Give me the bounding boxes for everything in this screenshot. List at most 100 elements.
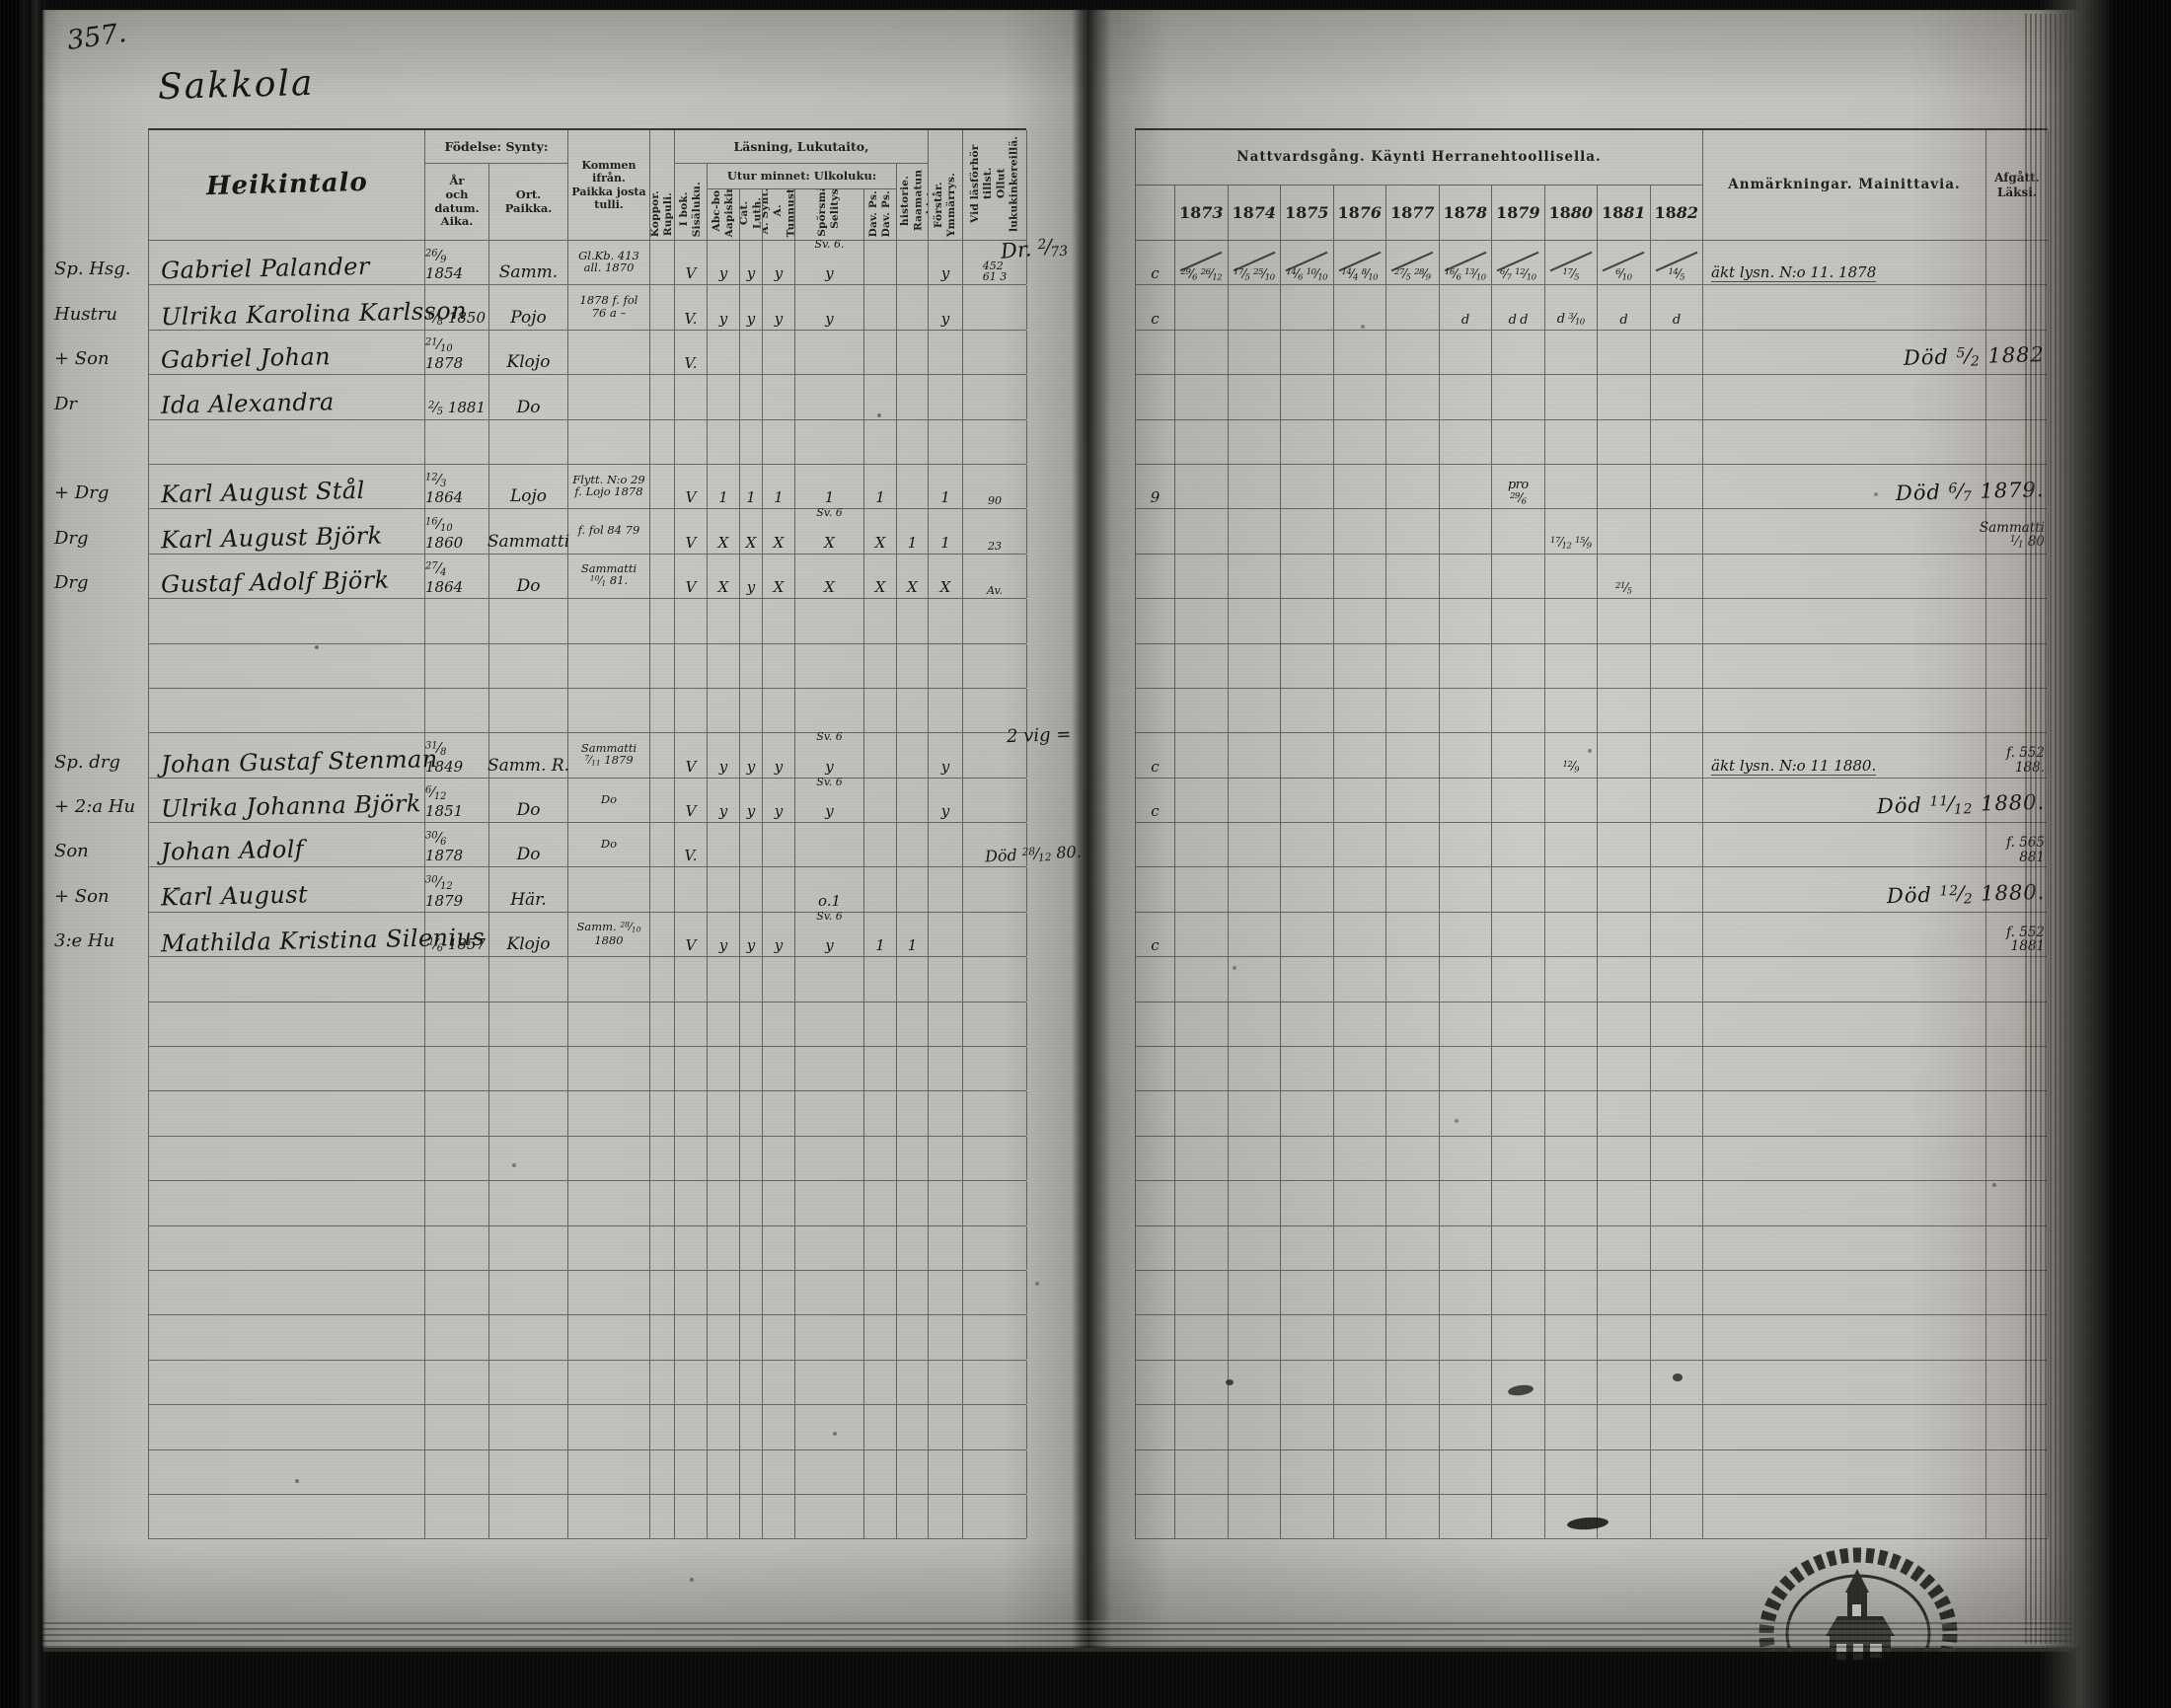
remarks-cell — [1703, 1091, 1986, 1136]
birth-date-cell: 21⁄10 1878 — [425, 330, 489, 375]
forst-mark-cell — [929, 330, 963, 375]
asynt-mark-cell — [763, 1270, 795, 1315]
communion-year-cell-1876 — [1334, 1270, 1386, 1315]
communion-year-cell-1873 — [1175, 599, 1229, 643]
ibok-mark-cell: V — [675, 509, 708, 554]
table-row — [1135, 643, 2049, 689]
spors-mark-cell: y — [795, 285, 864, 330]
communion-year-cell-1880 — [1545, 912, 1598, 957]
table-row — [148, 419, 1027, 465]
communion-year-cell-1877 — [1386, 1405, 1440, 1449]
communion-mark-cell: 9 — [1136, 464, 1175, 509]
abc-mark-cell: y — [708, 778, 740, 823]
abc-mark-cell — [708, 643, 740, 688]
asynt-mark-cell — [763, 1091, 795, 1136]
forst-mark-cell — [929, 823, 963, 867]
communion-year-cell-1875 — [1281, 1136, 1334, 1181]
davps-mark-cell — [864, 867, 897, 912]
communion-year-cell-1877 — [1386, 912, 1440, 957]
smallpox-cell — [650, 419, 675, 464]
table-row — [148, 1315, 1027, 1361]
communion-year-cell-1876: 14⁄4 8⁄10 — [1334, 241, 1386, 285]
luth-mark-cell: y — [740, 778, 763, 823]
remarks-cell — [1703, 1002, 1986, 1047]
communion-year-cell-1880 — [1545, 1047, 1598, 1091]
year-header-1873: 18 73 — [1175, 186, 1229, 241]
asynt-mark-cell — [763, 957, 795, 1002]
name-cell — [149, 688, 425, 733]
communion-year-cell-1882 — [1651, 778, 1703, 823]
communion-year-cell-1880 — [1545, 554, 1598, 599]
luth-mark-cell — [740, 1136, 763, 1181]
communion-year-cell-1879 — [1492, 1136, 1545, 1181]
communion-year-cell-1876 — [1334, 1002, 1386, 1047]
communion-year-cell-1879 — [1492, 1494, 1545, 1539]
communion-year-cell-1878 — [1440, 867, 1492, 912]
davps-mark-cell — [864, 1002, 897, 1047]
abc-mark-cell — [708, 1047, 740, 1091]
birth-place-cell — [489, 419, 568, 464]
communion-year-cell-1879 — [1492, 330, 1545, 375]
communion-year-cell-1873 — [1175, 330, 1229, 375]
communion-year-cell-1879 — [1492, 688, 1545, 733]
name-cell: Gabriel Johan — [149, 330, 425, 375]
book-spread-paper — [36, 10, 2086, 1648]
come-from-cell — [568, 1449, 650, 1494]
communion-year-cell-1879 — [1492, 957, 1545, 1002]
spors-mark-cell — [795, 375, 864, 419]
birth-date-cell: 2⁄5 1881 — [425, 375, 489, 419]
birth-place-cell — [489, 1405, 568, 1449]
communion-year-cell-1881 — [1598, 419, 1651, 464]
table-row: + Son Karl August 30⁄12 1879 Här. o.1 — [54, 867, 1027, 913]
forst-mark-cell: y — [929, 733, 963, 778]
come-from-cell: Do — [568, 823, 650, 867]
smallpox-cell — [650, 1181, 675, 1225]
communion-mark-column-header — [1136, 186, 1175, 241]
communion-year-cell-1877 — [1386, 285, 1440, 330]
luth-mark-cell — [740, 643, 763, 688]
luth-mark-cell — [740, 1181, 763, 1225]
come-from-cell — [568, 1047, 650, 1091]
ibok-mark-cell: V. — [675, 823, 708, 867]
communion-year-cell-1879 — [1492, 1091, 1545, 1136]
bibl-mark-cell — [897, 599, 929, 643]
ibok-mark-cell: V. — [675, 285, 708, 330]
communion-year-cell-1881: 21⁄5 — [1598, 554, 1651, 599]
birth-date-cell: 12⁄3 1864 — [425, 464, 489, 509]
remarks-cell — [1703, 419, 1986, 464]
communion-year-cell-1882 — [1651, 1181, 1703, 1225]
come-from-cell — [568, 1225, 650, 1270]
communion-year-cell-1882 — [1651, 419, 1703, 464]
communion-year-cell-1875 — [1281, 1405, 1334, 1449]
forst-mark-cell — [929, 1047, 963, 1091]
vidl-mark-cell — [963, 688, 1027, 733]
communion-mark-cell — [1136, 1360, 1175, 1405]
vidl-mark-cell — [963, 1047, 1027, 1091]
name-cell — [149, 1315, 425, 1360]
left-page-table: Heikintalo Födelse: Synty: År och datum.… — [54, 128, 1027, 1540]
remarks-cell — [1703, 1449, 1986, 1494]
communion-mark-cell: c — [1136, 285, 1175, 330]
birth-place-cell — [489, 1091, 568, 1136]
communion-year-cell-1880 — [1545, 867, 1598, 912]
asynt-mark-cell: 1 — [763, 464, 795, 509]
come-from-cell — [568, 1136, 650, 1181]
communion-year-cell-1878 — [1440, 1091, 1492, 1136]
table-row — [148, 1002, 1027, 1048]
luth-mark-cell: y — [740, 733, 763, 778]
luth-mark-cell — [740, 1091, 763, 1136]
communion-year-cell-1880 — [1545, 375, 1598, 419]
davps-mark-cell: 1 — [864, 912, 897, 957]
communion-mark-cell — [1136, 554, 1175, 599]
forst-mark-cell — [929, 912, 963, 957]
communion-year-cell-1877 — [1386, 1360, 1440, 1405]
communion-year-cell-1874 — [1229, 599, 1281, 643]
communion-year-cell-1879: 6⁄7 12⁄10 — [1492, 241, 1545, 285]
bibl-mark-cell — [897, 375, 929, 419]
asynt-mark-cell — [763, 1047, 795, 1091]
col-header-departed: Afgått. Läksi. — [1986, 130, 2049, 241]
birth-date-cell — [425, 1270, 489, 1315]
communion-year-cell-1874 — [1229, 1405, 1281, 1449]
communion-year-cell-1877 — [1386, 1047, 1440, 1091]
